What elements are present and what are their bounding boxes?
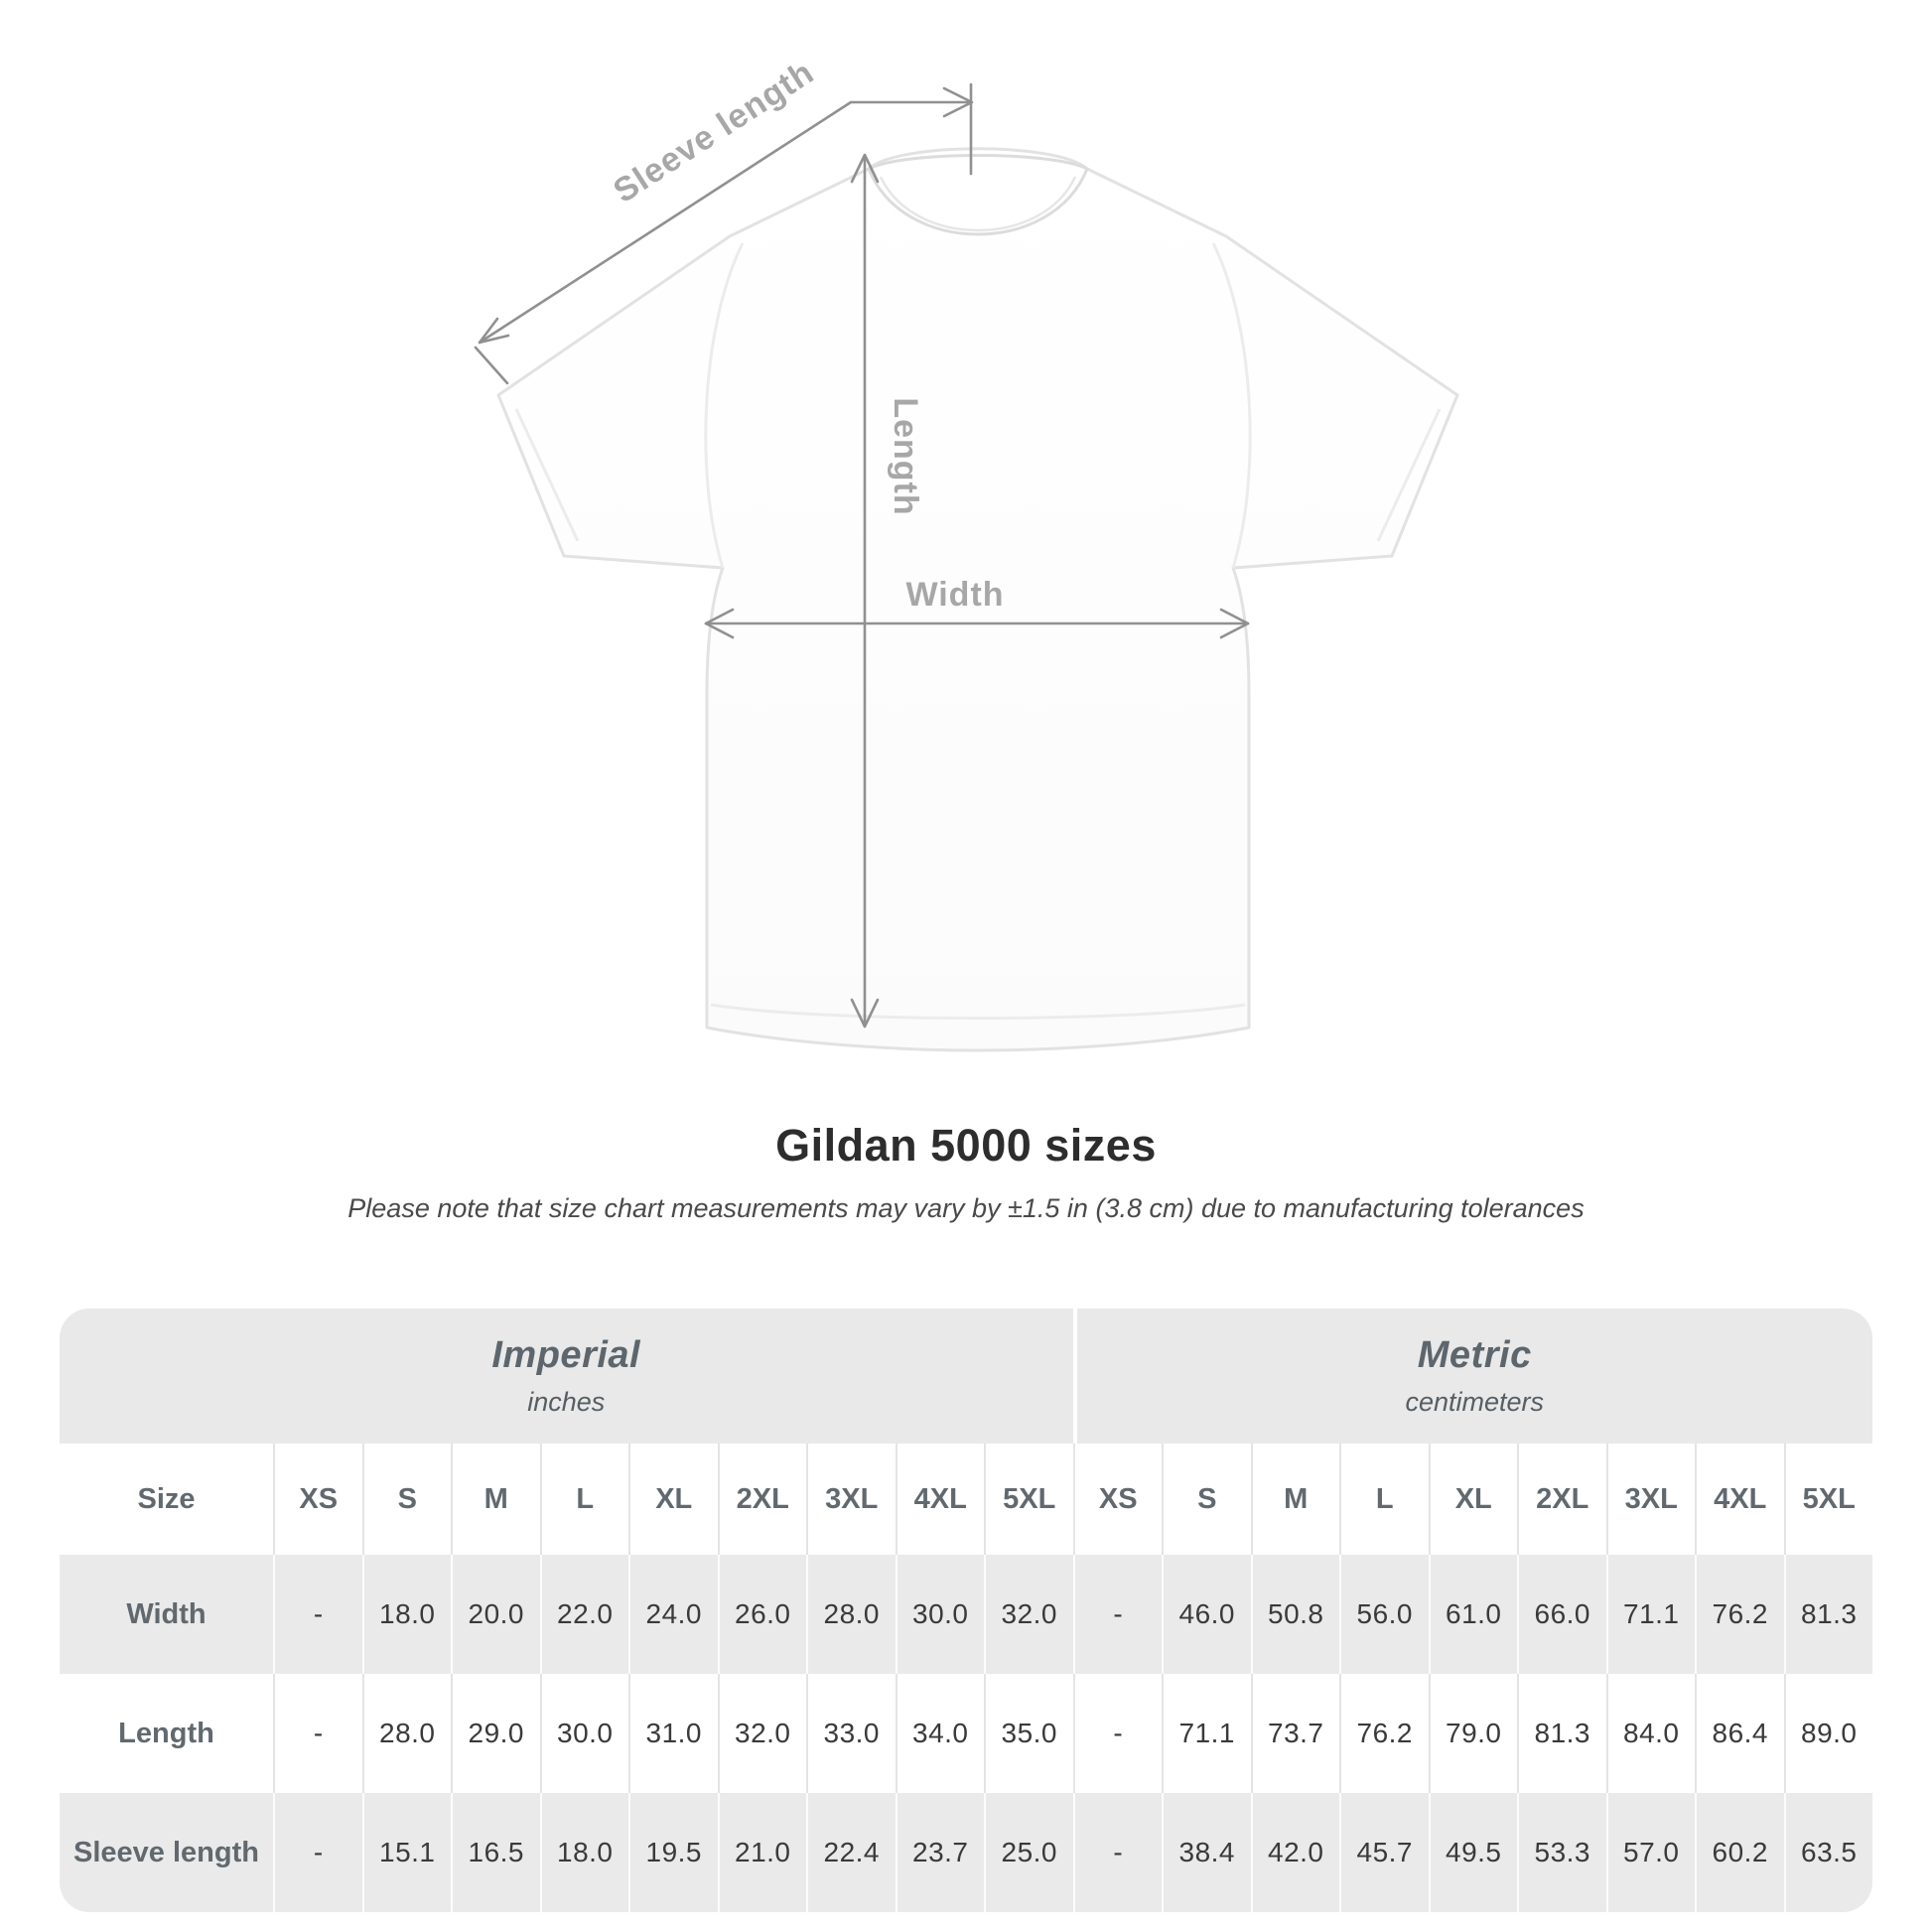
value-cell: -: [273, 1793, 362, 1912]
value-cell: 45.7: [1339, 1793, 1429, 1912]
tshirt-graphic: [496, 147, 1459, 1052]
value-cell: 21.0: [717, 1793, 806, 1912]
column-header-imperial-s: S: [361, 1444, 451, 1555]
column-header-imperial-m: M: [451, 1444, 540, 1555]
value-cell: 28.0: [806, 1555, 896, 1674]
column-header-metric-xl: XL: [1428, 1444, 1517, 1555]
value-cell: 15.1: [361, 1793, 451, 1912]
value-cell: 71.1: [1162, 1674, 1251, 1793]
value-cell: -: [1072, 1555, 1162, 1674]
column-header-imperial-4xl: 4XL: [895, 1444, 984, 1555]
sleeve-length-label: Sleeve length: [607, 54, 820, 210]
value-cell: 28.0: [361, 1674, 451, 1793]
value-cell: 84.0: [1605, 1674, 1695, 1793]
unit-group-imperial-name: Imperial: [491, 1334, 641, 1376]
column-header-imperial-2xl: 2XL: [717, 1444, 806, 1555]
collar: [867, 154, 1089, 236]
value-cell: 56.0: [1339, 1555, 1429, 1674]
unit-group-imperial-unit: inches: [527, 1387, 606, 1417]
value-cell: 24.0: [628, 1555, 718, 1674]
tolerance-note: Please note that size chart measurements…: [347, 1193, 1585, 1223]
value-cell: 18.0: [539, 1793, 628, 1912]
value-cell: 29.0: [451, 1674, 540, 1793]
length-arrow: [850, 153, 880, 1029]
value-cell: 53.3: [1517, 1793, 1606, 1912]
row-label: Length: [60, 1674, 273, 1793]
value-cell: 35.0: [984, 1674, 1073, 1793]
value-cell: 23.7: [895, 1793, 984, 1912]
value-cell: 63.5: [1783, 1793, 1872, 1912]
column-header-metric-4xl: 4XL: [1695, 1444, 1784, 1555]
value-cell: 61.0: [1428, 1555, 1517, 1674]
value-cell: 20.0: [451, 1555, 540, 1674]
title-block: Gildan 5000 sizes Please note that size …: [0, 1120, 1932, 1224]
value-cell: 76.2: [1339, 1674, 1429, 1793]
value-cell: 89.0: [1783, 1674, 1872, 1793]
value-cell: -: [273, 1555, 362, 1674]
value-cell: 32.0: [717, 1674, 806, 1793]
value-cell: 81.3: [1783, 1555, 1872, 1674]
value-cell: 66.0: [1517, 1555, 1606, 1674]
tshirt-measurement-diagram: Sleeve length Length Width: [474, 54, 1459, 1052]
value-cell: 22.4: [806, 1793, 896, 1912]
unit-group-metric: Metric centimeters: [1072, 1309, 1872, 1444]
column-header-metric-3xl: 3XL: [1605, 1444, 1695, 1555]
value-cell: 34.0: [895, 1674, 984, 1793]
column-header-metric-s: S: [1162, 1444, 1251, 1555]
row-label: Width: [60, 1555, 273, 1674]
column-header-imperial-l: L: [539, 1444, 628, 1555]
value-cell: 50.8: [1250, 1555, 1339, 1674]
row-label: Sleeve length: [60, 1793, 273, 1912]
page-title: Gildan 5000 sizes: [775, 1120, 1157, 1171]
column-header-imperial-3xl: 3XL: [806, 1444, 896, 1555]
value-cell: 57.0: [1605, 1793, 1695, 1912]
value-cell: -: [1072, 1793, 1162, 1912]
value-cell: 86.4: [1695, 1674, 1784, 1793]
value-cell: 32.0: [984, 1555, 1073, 1674]
value-cell: -: [273, 1674, 362, 1793]
value-cell: 18.0: [361, 1555, 451, 1674]
value-cell: 30.0: [895, 1555, 984, 1674]
column-header-metric-5xl: 5XL: [1783, 1444, 1872, 1555]
column-header-metric-m: M: [1250, 1444, 1339, 1555]
value-cell: 26.0: [717, 1555, 806, 1674]
value-cell: 38.4: [1162, 1793, 1251, 1912]
value-cell: 79.0: [1428, 1674, 1517, 1793]
value-cell: 73.7: [1250, 1674, 1339, 1793]
value-cell: 22.0: [539, 1555, 628, 1674]
value-cell: 31.0: [628, 1674, 718, 1793]
value-cell: 33.0: [806, 1674, 896, 1793]
width-arrow: [704, 608, 1250, 639]
column-header-imperial-xs: XS: [273, 1444, 362, 1555]
value-cell: 60.2: [1695, 1793, 1784, 1912]
value-cell: 76.2: [1695, 1555, 1784, 1674]
unit-group-metric-name: Metric: [1417, 1334, 1532, 1376]
value-cell: 30.0: [539, 1674, 628, 1793]
value-cell: -: [1072, 1674, 1162, 1793]
sleeve-length-arrow: [474, 82, 974, 385]
unit-group-imperial: Imperial inches: [60, 1309, 1073, 1444]
value-cell: 16.5: [451, 1793, 540, 1912]
column-header-imperial-5xl: 5XL: [984, 1444, 1073, 1555]
value-cell: 42.0: [1250, 1793, 1339, 1912]
value-cell: 46.0: [1162, 1555, 1251, 1674]
width-label: Width: [905, 576, 1004, 614]
value-cell: 49.5: [1428, 1793, 1517, 1912]
length-label: Length: [887, 397, 924, 515]
column-header-metric-xs: XS: [1072, 1444, 1162, 1555]
value-cell: 25.0: [984, 1793, 1073, 1912]
value-cell: 81.3: [1517, 1674, 1606, 1793]
column-header-imperial-xl: XL: [628, 1444, 718, 1555]
unit-group-metric-unit: centimeters: [1405, 1387, 1545, 1417]
value-cell: 19.5: [628, 1793, 718, 1912]
column-header-metric-l: L: [1339, 1444, 1429, 1555]
size-chart-table: Imperial inches Metric centimeters Size X…: [60, 1309, 1872, 1912]
size-header-label: Size: [60, 1444, 273, 1555]
column-header-metric-2xl: 2XL: [1517, 1444, 1606, 1555]
value-cell: 71.1: [1605, 1555, 1695, 1674]
